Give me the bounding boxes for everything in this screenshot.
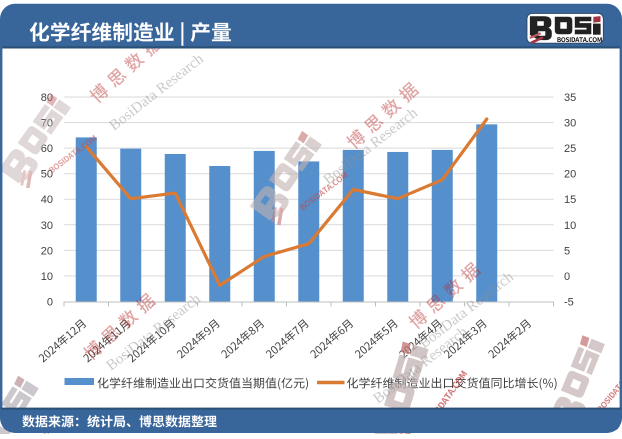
svg-text:15: 15 — [564, 194, 576, 206]
svg-text:35: 35 — [564, 92, 576, 104]
svg-text:-5: -5 — [564, 297, 574, 309]
svg-text:30: 30 — [41, 220, 53, 232]
svg-text:0: 0 — [564, 271, 570, 283]
svg-text:10: 10 — [41, 271, 53, 283]
svg-text:5: 5 — [564, 245, 570, 257]
svg-text:25: 25 — [564, 143, 576, 155]
svg-text:20: 20 — [564, 169, 576, 181]
svg-text:50: 50 — [41, 169, 53, 181]
svg-text:10: 10 — [564, 220, 576, 232]
svg-text:20: 20 — [41, 245, 53, 257]
svg-text:60: 60 — [41, 143, 53, 155]
svg-text:30: 30 — [564, 118, 576, 130]
svg-text:40: 40 — [41, 194, 53, 206]
svg-text:0: 0 — [47, 297, 53, 309]
